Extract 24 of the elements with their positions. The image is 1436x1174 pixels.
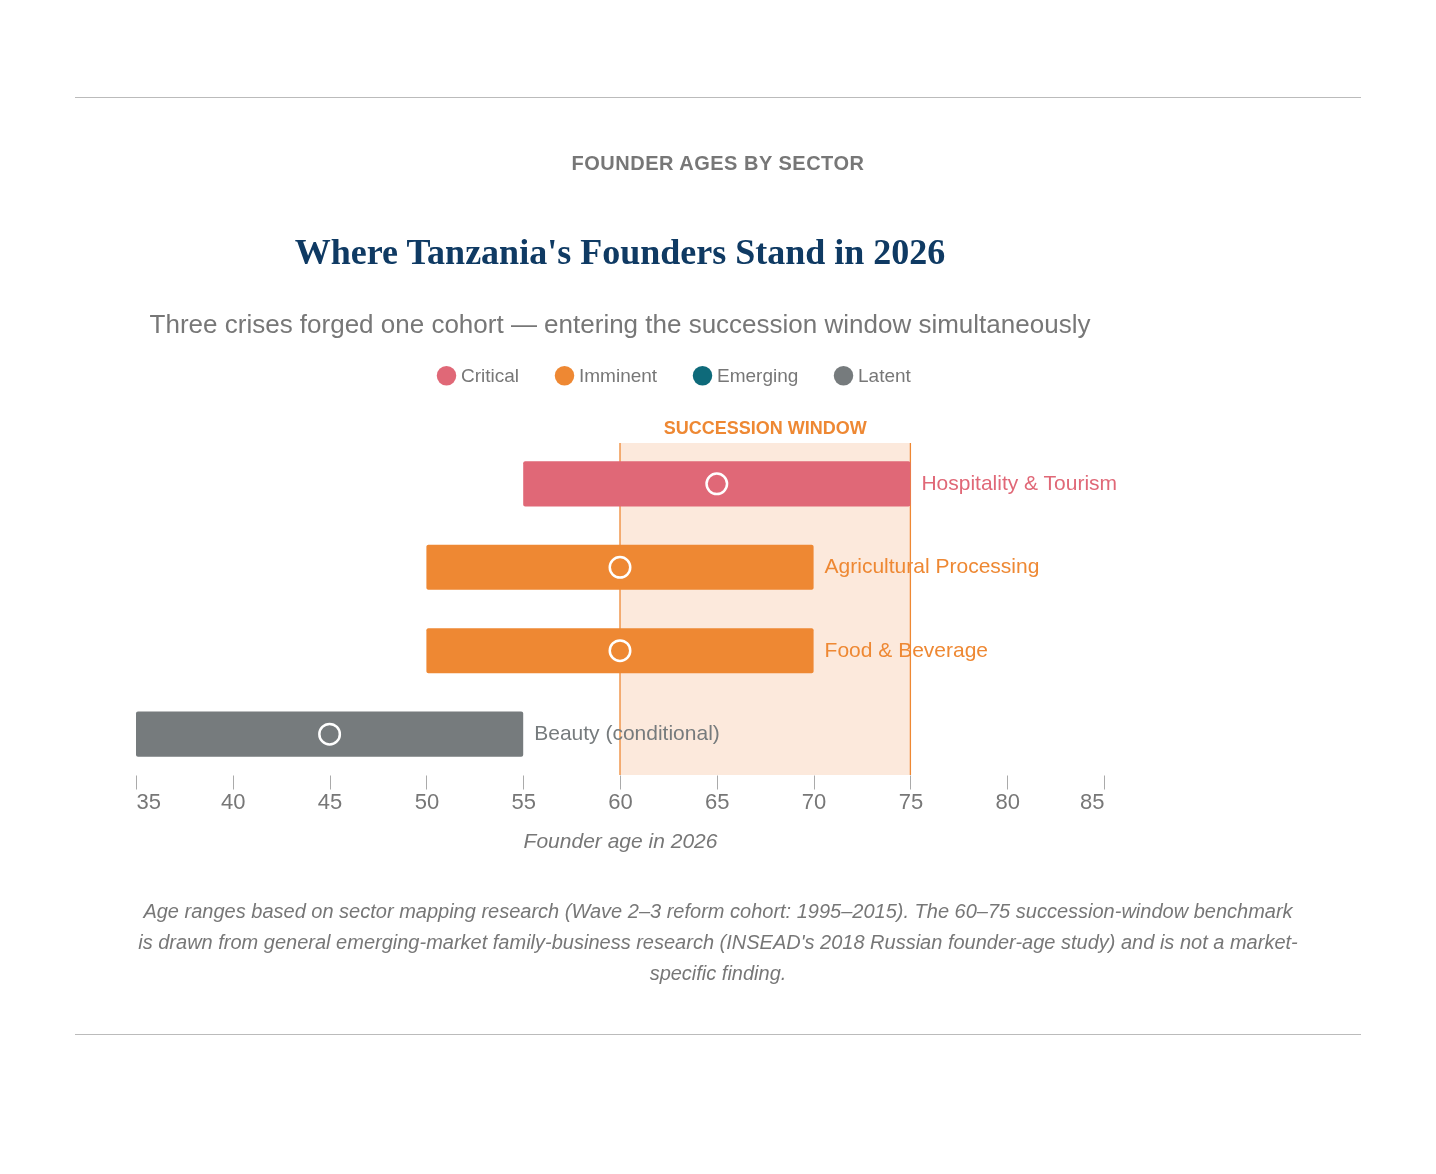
x-tick-label: 75 bbox=[898, 788, 924, 814]
x-tick-label: 70 bbox=[801, 788, 827, 814]
y-tick-label: Hospitality & Tourism bbox=[921, 470, 1118, 494]
legend-label: Critical bbox=[461, 364, 520, 386]
text: FOUNDER AGES BY SECTOR bbox=[570, 152, 866, 175]
chart-title: Where Tanzania's Founders Stand in 2026 bbox=[294, 232, 946, 272]
legend-label: Imminent bbox=[579, 364, 658, 386]
x-tick-label: 60 bbox=[608, 788, 633, 814]
x-tick-label: 80 bbox=[995, 788, 1020, 814]
legend-label: Latent bbox=[858, 364, 912, 386]
x-tick-label: 40 bbox=[221, 788, 246, 814]
chart-subtitle: Three crises forged one cohort — entering the succession window simultaneously bbox=[149, 309, 1091, 339]
x-tick-label: 35 bbox=[136, 788, 161, 814]
x-tick-label: 45 bbox=[317, 788, 343, 814]
x-tick-label: 50 bbox=[414, 788, 440, 814]
x-tick-label: 85 bbox=[1080, 788, 1105, 814]
x-axis-title: Founder age in 2026 bbox=[523, 828, 718, 852]
band-label: SUCCESSION WINDOW bbox=[663, 418, 867, 438]
x-tick-label: 55 bbox=[511, 788, 536, 814]
legend-label: Emerging bbox=[717, 364, 799, 386]
x-tick-label: 65 bbox=[705, 788, 730, 814]
text: Age ranges based on sector mapping research (Wave 2–3 reform cohort: 1995–2015). The 60–75 succession-window benchmark is drawn from general emerging-market family-business research (INSEAD's 2018 Russian founder-age study) and is not a market-specific finding. bbox=[137, 899, 1299, 986]
bar bbox=[523, 461, 911, 507]
bar bbox=[136, 711, 524, 757]
